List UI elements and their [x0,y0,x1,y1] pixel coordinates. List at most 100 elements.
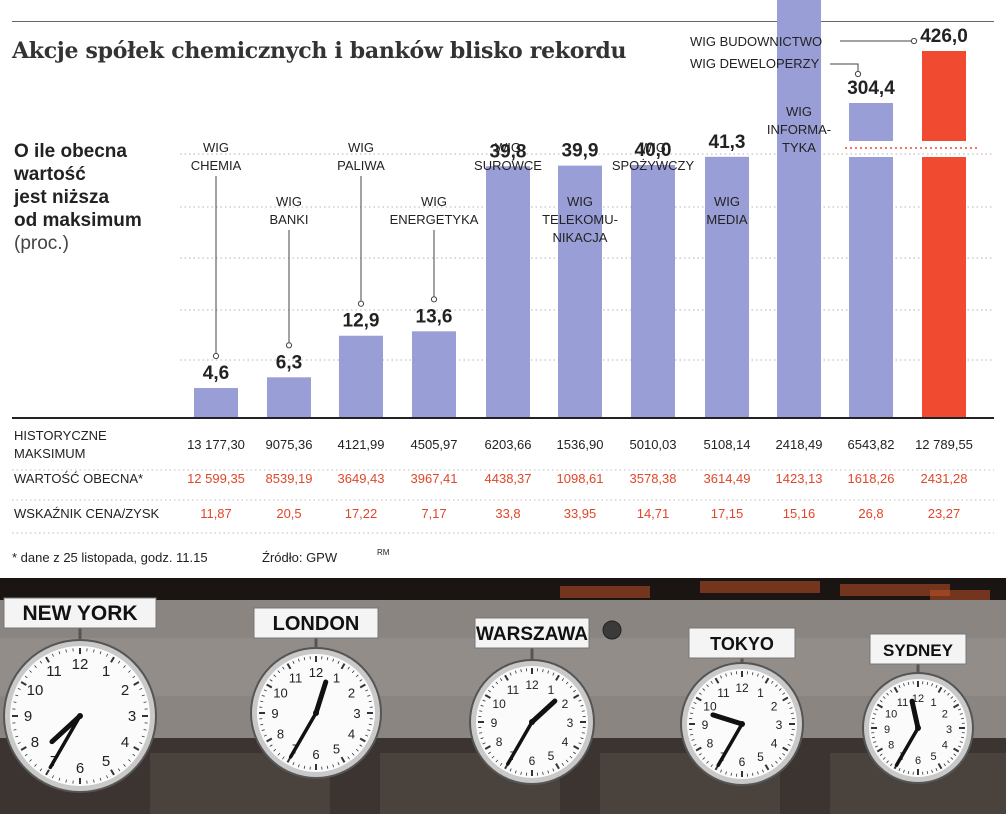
clock-tick [581,710,585,712]
clock-numeral: 2 [121,682,129,699]
table-cell: 1618,26 [848,471,895,486]
clock-tick [710,764,713,768]
table-cell: 33,8 [495,506,520,521]
clock-tick [51,653,54,657]
data-label: 41,3 [709,132,746,153]
clock-tick [484,694,491,699]
clock-tick [261,695,265,697]
camera-icon [602,620,622,640]
clock-tick [771,680,774,684]
ticker-glow [840,584,950,596]
table-cell: 12 789,55 [915,437,973,452]
clock-numeral: 11 [897,697,908,709]
clock-tick [542,771,544,775]
clock-tick [959,741,963,743]
clock-tick [787,702,791,705]
bar [339,335,383,417]
bar [486,166,530,417]
clock-tick [499,678,503,681]
clock-tick [479,710,483,712]
clock-numeral: 12 [72,656,89,673]
clock-tick [695,696,702,702]
clock-tick [960,736,965,739]
clock-numeral: 10 [703,700,717,714]
clock-tick [790,712,794,714]
clock-numeral: 11 [717,686,730,700]
clock-tick [565,759,569,763]
clock-tick [720,675,723,679]
clock-numeral: 11 [507,683,520,697]
footnote: * dane z 25 listopada, godz. 11.15 [12,550,208,565]
data-label: 304,4 [847,78,895,99]
table-cell: 26,8 [858,506,883,521]
clock-tick [93,779,95,783]
bar [558,165,602,417]
clock-tick [903,683,905,687]
clock-numeral: 6 [312,747,319,762]
category-label: INFORMA- [767,122,831,137]
clock-tick [720,769,723,773]
clock-tick [573,745,580,750]
data-label: 39,8 [490,141,527,162]
clock-tick [359,744,363,747]
clock-tick [482,699,486,702]
clock-tick [690,734,694,736]
clock-numeral: 1 [930,697,936,709]
clock-numeral: 1 [548,683,555,697]
table-cell: 33,95 [564,506,597,521]
city-name: NEW YORK [22,602,137,625]
data-label: 12,9 [343,311,380,332]
clock-numeral: 10 [27,682,44,699]
clock-tick [326,657,329,661]
clock-tick [368,700,372,703]
clock-tick [273,748,277,752]
clock-tick [953,753,957,756]
clock-tick [947,760,950,764]
clock-numeral: 9 [884,724,890,736]
table-cell: 3578,38 [630,471,677,486]
clock-tick [504,674,509,681]
table-cell: 9075,36 [266,437,313,452]
category-label: WIG [276,194,302,209]
data-label: 40,0 [635,140,672,161]
city-name: SYDNEY [883,641,954,660]
clock-tick [303,657,306,661]
clock-tick [34,665,37,668]
clock-tick [106,653,109,657]
clock-tick [58,777,61,781]
clock-tick [520,669,522,673]
table-cell: 13 177,30 [187,437,245,452]
clock-numeral: 10 [273,686,287,701]
clock-tick [269,679,273,682]
clock-tick [368,723,372,726]
clock-tick [882,696,886,699]
clock-numeral: 5 [548,749,555,763]
clock-tick [484,745,491,750]
clock-tick [761,769,764,773]
clock-tick [266,683,273,689]
hour-hand [313,679,329,716]
category-label: SPOŻYWCZY [612,158,695,173]
data-label: 39,9 [562,141,599,162]
clock-tick [520,771,522,775]
clock-tick [943,689,946,693]
clock-tick [93,649,95,653]
city-plate [474,617,590,649]
clock-tick [340,663,346,670]
clock-numeral: 1 [757,686,764,700]
clock-tick [573,751,576,755]
clock-tick [693,702,697,705]
clock-tick [764,677,770,684]
clock-tick [890,689,893,693]
table-cell: 6203,66 [485,437,532,452]
clock-tick [775,760,778,764]
clock-tick [931,683,933,687]
clock-numeral: 3 [128,708,136,725]
table-cell: 17,15 [711,506,744,521]
clock-tick [261,729,265,731]
city-plate [688,627,796,659]
subtitle-line: O ile obecna [14,141,127,162]
clock-tick [337,762,340,766]
table-cell: 12 599,35 [187,471,245,486]
clock-tick [761,675,764,679]
